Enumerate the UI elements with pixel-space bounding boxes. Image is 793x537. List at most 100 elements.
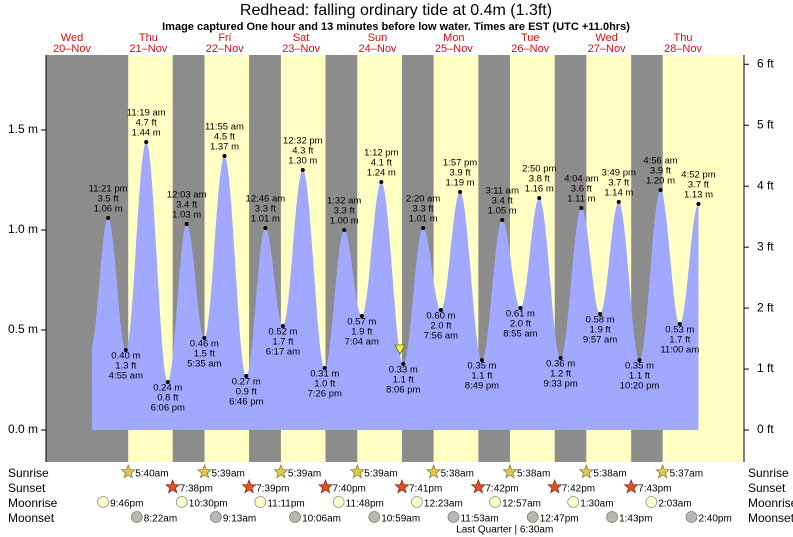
- moonrise-time: 9:46pm: [110, 499, 143, 510]
- tide-label: 11:00 am: [660, 345, 699, 356]
- sunrise-icon: [426, 464, 442, 479]
- day-weekday: Wed: [61, 32, 83, 44]
- tide-label: 0.27 m: [232, 377, 261, 388]
- tide-label: 1.14 m: [604, 188, 633, 199]
- tide-point: [184, 222, 189, 226]
- tide-label: 4:52 pm: [681, 170, 715, 181]
- moonrise-icon: [410, 496, 423, 508]
- row-label: Moonset: [748, 511, 793, 525]
- tide-label: 5:35 am: [187, 359, 221, 370]
- tide-label: 1.05 m: [488, 206, 517, 217]
- sunset-time: 7:43pm: [638, 484, 671, 495]
- moonrise-icon: [254, 496, 267, 508]
- sunset-time: 7:42pm: [562, 484, 595, 495]
- day-date: 23–Nov: [282, 43, 320, 55]
- tide-label: 1.19 m: [446, 178, 475, 189]
- tide-label: 1.20 m: [646, 176, 675, 187]
- tide-point: [202, 336, 207, 340]
- tide-label: 0.36 m: [546, 359, 575, 370]
- day-date: 21–Nov: [129, 43, 167, 55]
- y-tick-label: 0.5 m: [8, 322, 38, 336]
- tide-point: [537, 196, 542, 200]
- row-label: Sunset: [748, 481, 786, 495]
- tide-label: 0.9 ft: [236, 387, 257, 398]
- tide-label: 1.44 m: [132, 128, 161, 139]
- day-weekday: Sun: [368, 32, 388, 44]
- tide-label: 1.30 m: [288, 156, 317, 167]
- moonset-icon: [368, 511, 381, 523]
- y-tick-label: 1.5 m: [8, 122, 38, 136]
- tide-label: 1.01 m: [409, 214, 438, 225]
- sunset-time: 7:40pm: [333, 484, 366, 495]
- tide-label: 0.58 m: [586, 315, 615, 326]
- tide-label: 1:12 pm: [364, 148, 398, 159]
- tide-label: 0.8 ft: [157, 393, 178, 404]
- y2-tick-label: 5 ft: [757, 117, 774, 131]
- moonset-icon: [447, 511, 460, 523]
- tide-point: [500, 218, 505, 222]
- tide-label: 4.5 ft: [214, 132, 235, 143]
- sunset-icon: [547, 479, 563, 494]
- tide-point: [222, 154, 227, 158]
- day-date: 27–Nov: [588, 43, 626, 55]
- tide-label: 1.13 m: [684, 190, 713, 201]
- tide-label: 2:20 am: [406, 194, 440, 205]
- tide-label: 8:06 pm: [386, 385, 420, 396]
- y2-tick-label: 1 ft: [757, 361, 774, 375]
- tide-label: 4.7 ft: [136, 118, 157, 129]
- tide-label: 3.7 ft: [688, 180, 709, 191]
- tide-point: [579, 206, 584, 210]
- day-weekday: Thu: [674, 32, 693, 44]
- tide-label: 3.7 ft: [608, 178, 629, 189]
- tide-label: 10:20 pm: [620, 381, 660, 392]
- tide-point: [658, 188, 663, 192]
- day-weekday: Thu: [139, 32, 158, 44]
- moonrise-time: 12:57am: [502, 499, 541, 510]
- tide-label: 4:56 am: [643, 156, 677, 167]
- tide-label: 3.9 ft: [650, 166, 671, 177]
- sunrise-icon: [502, 464, 518, 479]
- tide-point: [479, 358, 484, 362]
- tide-point: [696, 202, 701, 206]
- tide-label: 0.40 m: [111, 351, 140, 362]
- tide-point: [342, 228, 347, 232]
- moonset-time: 2:40pm: [698, 514, 731, 525]
- tide-label: 1.1 ft: [629, 371, 650, 382]
- tide-point: [401, 362, 406, 366]
- moonrise-icon: [175, 496, 188, 508]
- tide-label: 1.11 m: [567, 194, 595, 205]
- tide-label: 3:11 am: [485, 186, 519, 197]
- sunset-icon: [165, 479, 181, 494]
- tide-label: 0.46 m: [190, 339, 219, 350]
- tide-label: 1.1 ft: [471, 371, 492, 382]
- tide-point: [123, 348, 128, 352]
- moonset-icon: [289, 511, 301, 523]
- day-weekday: Fri: [218, 32, 231, 44]
- tide-label: 1.9 ft: [590, 325, 611, 336]
- tide-point: [244, 374, 249, 378]
- day-weekday: Wed: [595, 32, 617, 44]
- sunrise-icon: [120, 464, 136, 479]
- tide-label: 0.35 m: [467, 361, 496, 372]
- day-date: 22–Nov: [206, 43, 244, 55]
- sunset-icon: [317, 479, 334, 494]
- tide-label: 7:56 am: [424, 331, 458, 342]
- sunset-icon: [623, 479, 639, 494]
- sunrise-icon: [655, 464, 671, 479]
- day-weekday: Tue: [521, 32, 540, 44]
- chart-title: Redhead: falling ordinary tide at 0.4m (…: [240, 2, 552, 19]
- moonrise-icon: [567, 496, 580, 508]
- tide-point: [106, 216, 111, 220]
- tide-point: [359, 314, 364, 318]
- moonset-icon: [130, 511, 143, 523]
- moonset-icon: [606, 511, 618, 523]
- tide-label: 3.4 ft: [176, 200, 197, 211]
- tide-label: 1.2 ft: [550, 369, 571, 380]
- tide-label: 3.8 ft: [529, 174, 550, 185]
- tide-label: 1:57 pm: [443, 158, 477, 169]
- sunset-icon: [470, 479, 486, 494]
- sunset-icon: [241, 479, 257, 494]
- moonrise-time: 12:23am: [424, 499, 463, 510]
- sunrise-icon: [273, 464, 289, 479]
- tide-label: 9:57 am: [583, 335, 617, 346]
